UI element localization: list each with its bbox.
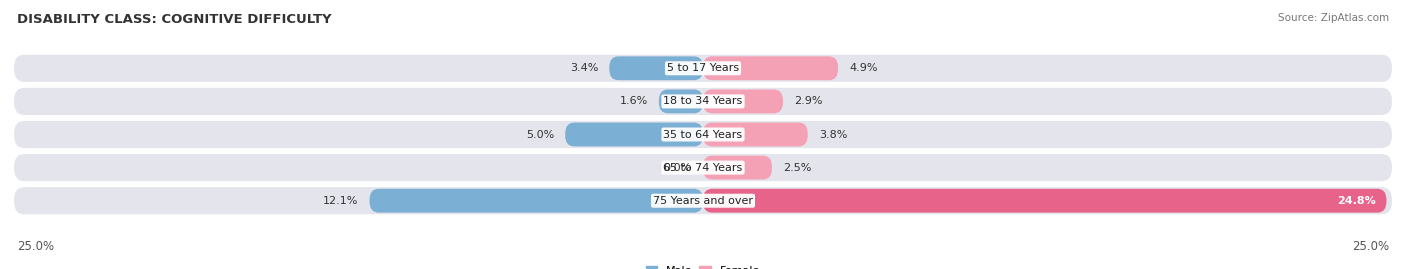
Text: 25.0%: 25.0% — [17, 240, 53, 253]
Text: 5.0%: 5.0% — [526, 129, 554, 140]
FancyBboxPatch shape — [609, 56, 703, 80]
FancyBboxPatch shape — [14, 88, 1392, 115]
FancyBboxPatch shape — [703, 156, 772, 179]
FancyBboxPatch shape — [14, 187, 1392, 214]
FancyBboxPatch shape — [703, 90, 783, 113]
Text: 0.0%: 0.0% — [664, 162, 692, 173]
Text: 24.8%: 24.8% — [1337, 196, 1375, 206]
Text: 3.4%: 3.4% — [569, 63, 599, 73]
Text: 5 to 17 Years: 5 to 17 Years — [666, 63, 740, 73]
FancyBboxPatch shape — [703, 123, 807, 146]
FancyBboxPatch shape — [703, 189, 1386, 213]
FancyBboxPatch shape — [565, 123, 703, 146]
FancyBboxPatch shape — [14, 55, 1392, 82]
FancyBboxPatch shape — [703, 56, 838, 80]
Text: 4.9%: 4.9% — [849, 63, 877, 73]
Text: DISABILITY CLASS: COGNITIVE DIFFICULTY: DISABILITY CLASS: COGNITIVE DIFFICULTY — [17, 13, 332, 26]
Text: 35 to 64 Years: 35 to 64 Years — [664, 129, 742, 140]
Text: 65 to 74 Years: 65 to 74 Years — [664, 162, 742, 173]
FancyBboxPatch shape — [370, 189, 703, 213]
Text: 18 to 34 Years: 18 to 34 Years — [664, 96, 742, 107]
Text: 75 Years and over: 75 Years and over — [652, 196, 754, 206]
Legend: Male, Female: Male, Female — [641, 261, 765, 269]
FancyBboxPatch shape — [659, 90, 703, 113]
FancyBboxPatch shape — [14, 154, 1392, 181]
Text: 3.8%: 3.8% — [818, 129, 848, 140]
Text: Source: ZipAtlas.com: Source: ZipAtlas.com — [1278, 13, 1389, 23]
Text: 25.0%: 25.0% — [1353, 240, 1389, 253]
Text: 1.6%: 1.6% — [620, 96, 648, 107]
Text: 2.9%: 2.9% — [794, 96, 823, 107]
Text: 2.5%: 2.5% — [783, 162, 811, 173]
FancyBboxPatch shape — [14, 121, 1392, 148]
Text: 12.1%: 12.1% — [323, 196, 359, 206]
